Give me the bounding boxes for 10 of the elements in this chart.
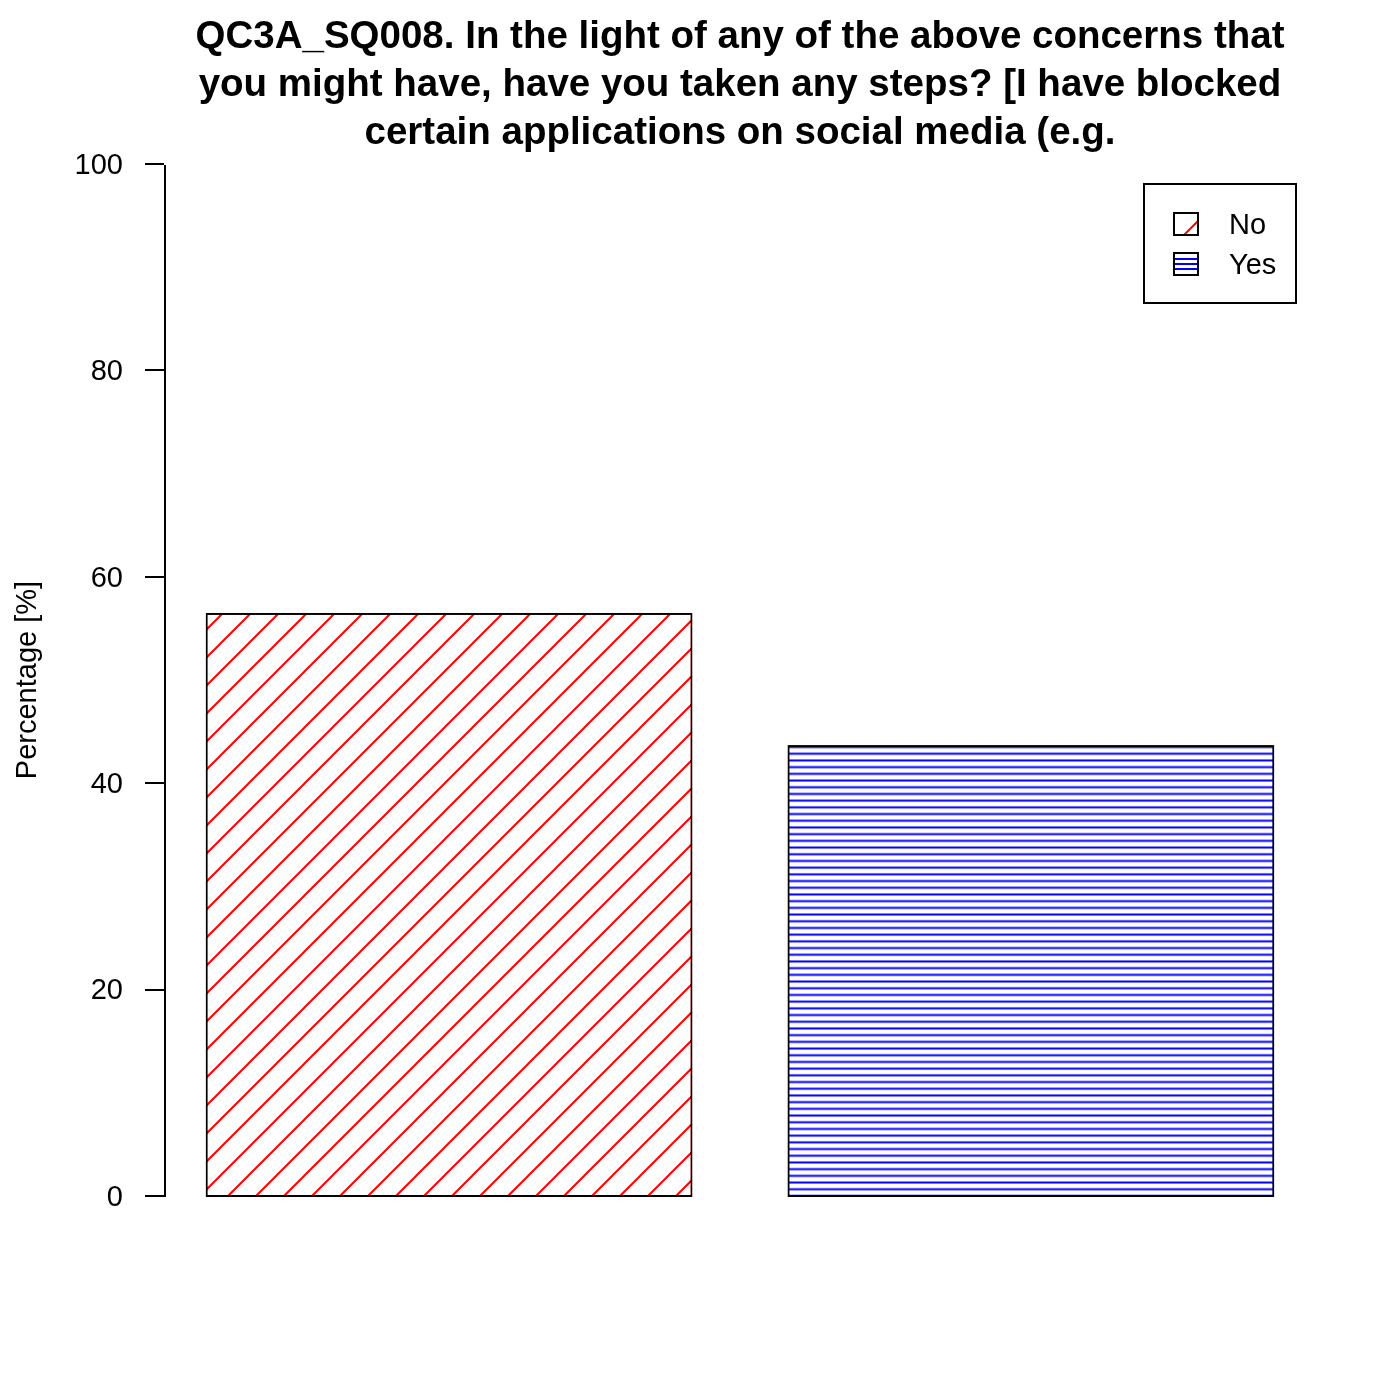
y-tick-label: 0 [106,1179,123,1212]
y-tick-label: 80 [90,354,123,387]
y-tick-label: 60 [90,560,123,593]
y-tick-label: 100 [74,147,123,180]
legend-label: No [1229,208,1267,240]
legend-label: Yes [1229,248,1277,280]
chart-title: QC3A_SQ008. In the light of any of the above concerns that you might have, have you taken any steps? [I have blocked certain applications on social media (e.g. [195,13,1285,152]
y-tick-label: 20 [90,973,123,1006]
y-tick-label: 40 [90,766,123,799]
y-axis-title: Percentage [%] [10,580,42,780]
